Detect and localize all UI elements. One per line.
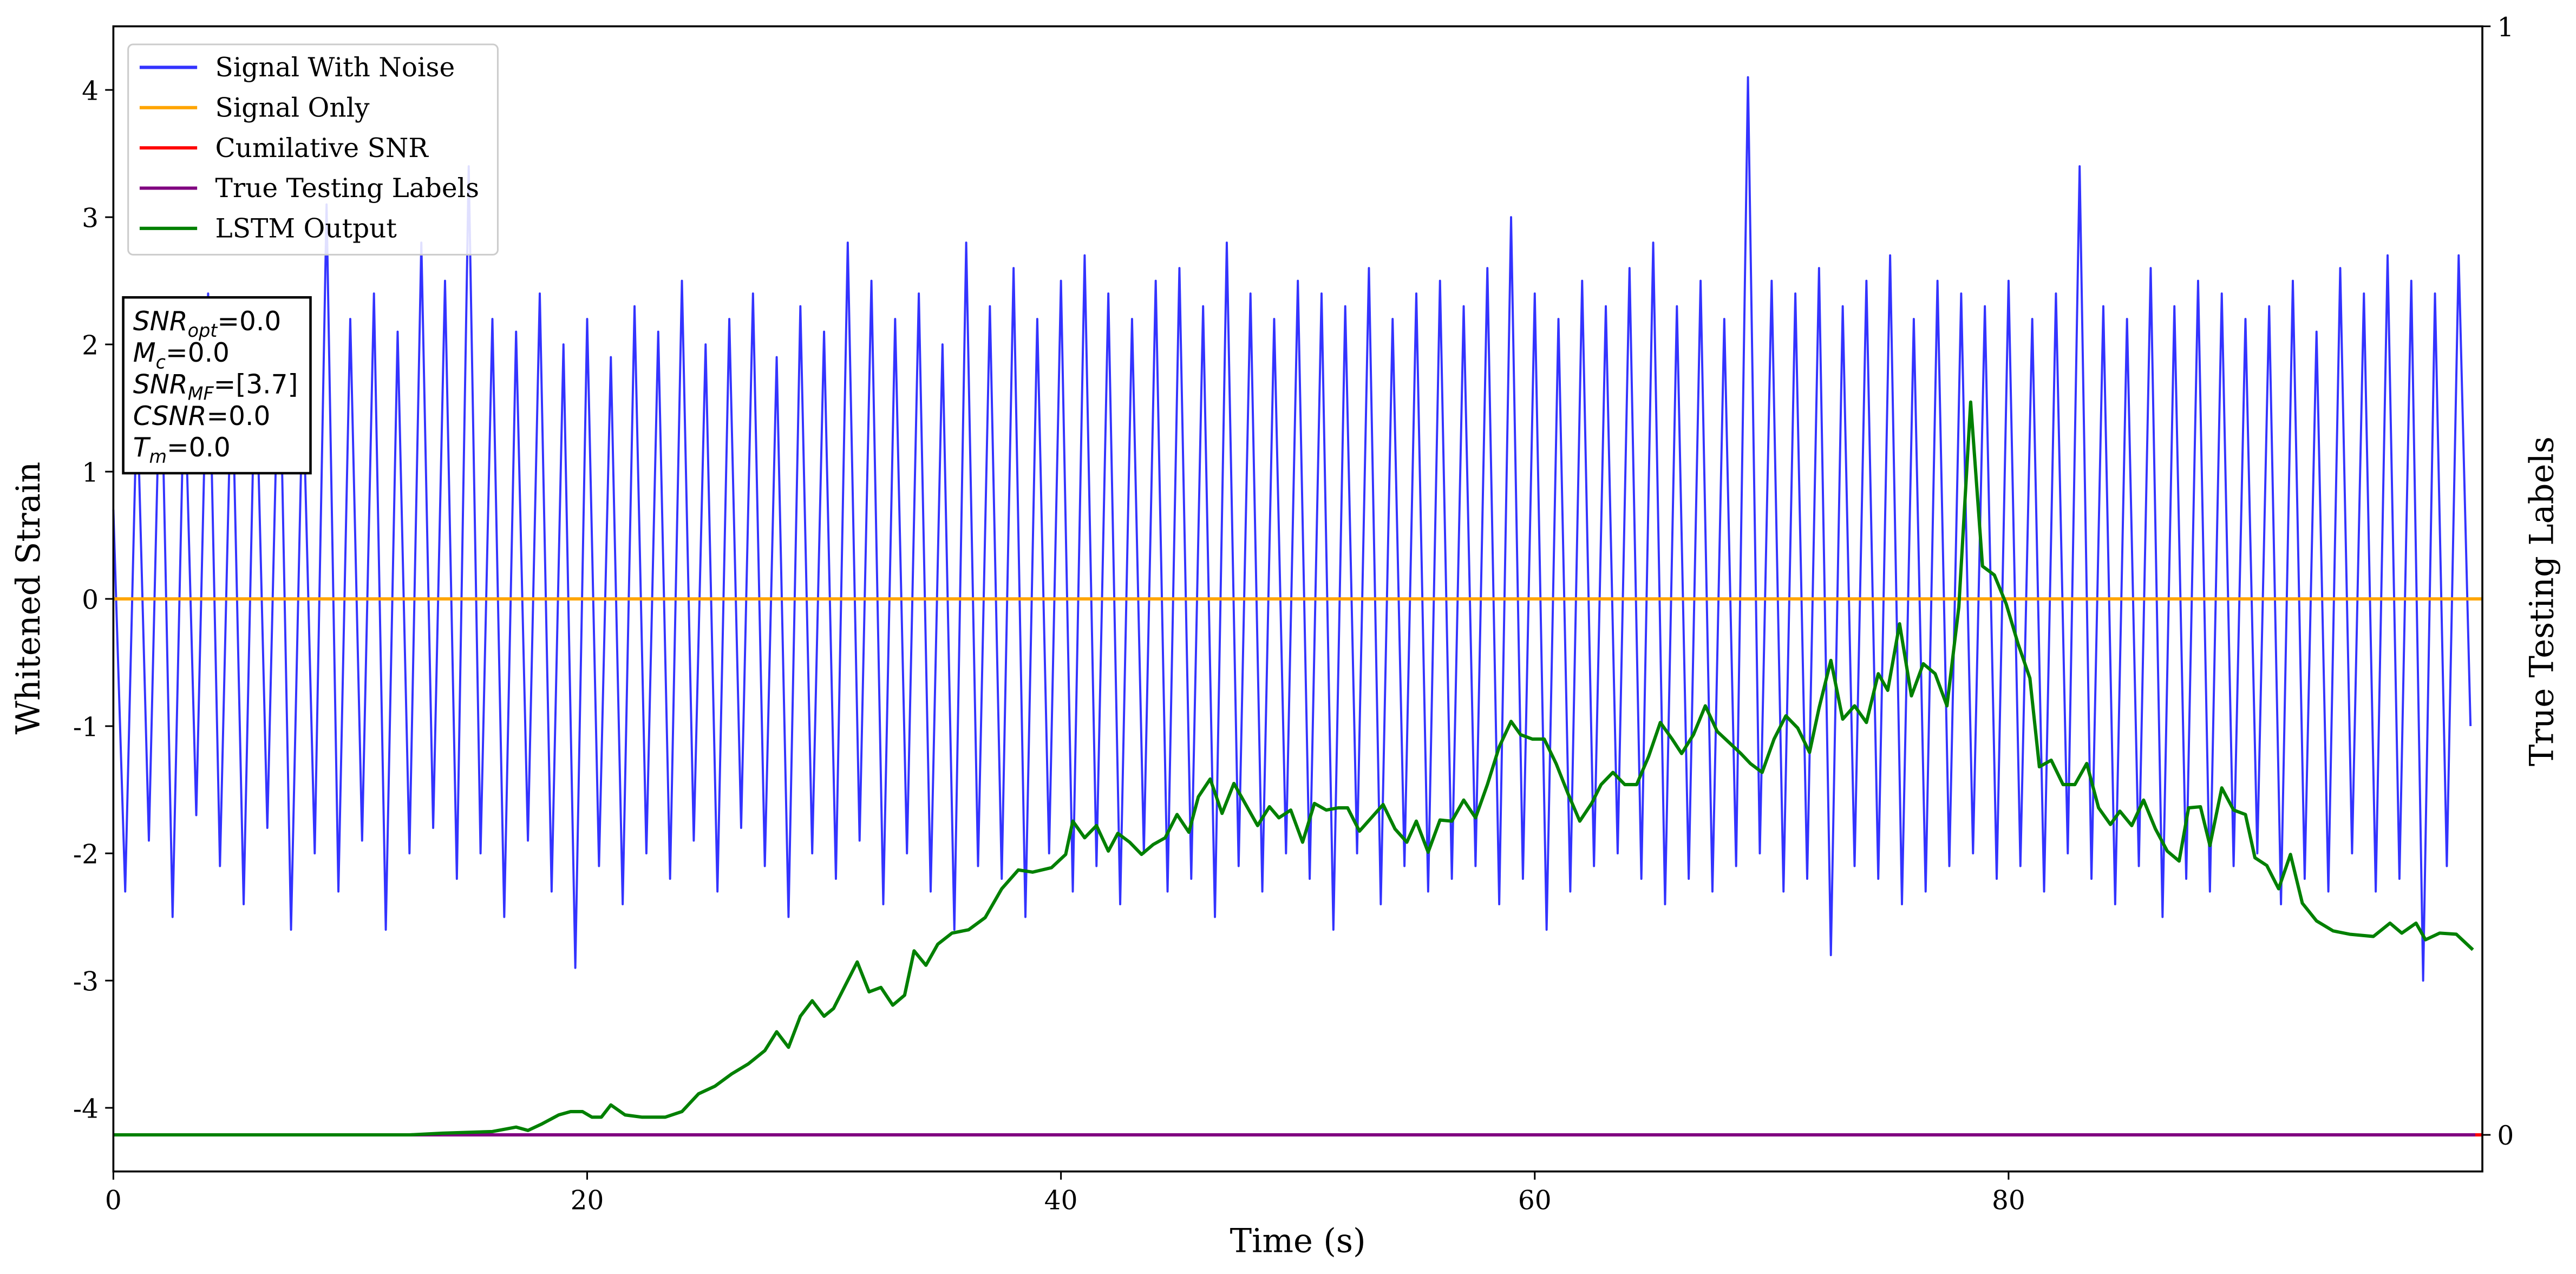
annotation-value: =0.0 [167, 433, 231, 463]
y-tick-label: 3 [82, 203, 99, 233]
x-axis-label: Time (s) [1230, 1222, 1366, 1260]
y-tick-label: -3 [73, 966, 99, 997]
x-tick-label: 0 [105, 1185, 122, 1216]
annotation-line: Mc=0.0 [133, 338, 230, 373]
legend-label: Signal With Noise [215, 53, 455, 83]
annotation-line: SNRopt=0.0 [133, 306, 281, 341]
annotation-line: CSNR=0.0 [133, 401, 271, 432]
y-axis-label: Whitened Strain [10, 462, 48, 735]
series-line [113, 400, 2474, 1137]
y-tick-label: -4 [73, 1094, 99, 1124]
annotation-value: =0.0 [217, 306, 281, 337]
y-tick-label: 0 [82, 585, 99, 615]
x-tick-label: 80 [1992, 1185, 2025, 1216]
annotation-symbol: CSNR [133, 401, 207, 432]
annotation-symbol: M [133, 338, 156, 368]
annotation-line: Tm=0.0 [133, 433, 231, 467]
plot-area [112, 76, 2483, 1137]
x-tick-label: 60 [1518, 1185, 1552, 1216]
legend-label: True Testing Labels [215, 173, 480, 204]
y-tick-label: 4 [82, 76, 99, 106]
y-tick-label: 1 [82, 458, 99, 488]
x-tick-label: 40 [1044, 1185, 1078, 1216]
annotation-value: =[3.7] [214, 369, 298, 400]
annotation-subscript: c [156, 351, 166, 373]
annotation-symbol: SNR [133, 369, 188, 400]
annotation-symbol: T [133, 433, 151, 463]
y-tick-label: -2 [73, 839, 99, 870]
annotation-value: =0.0 [166, 338, 230, 368]
annotation-subscript: opt [188, 320, 219, 341]
legend-label: Cumilative SNR [215, 133, 429, 164]
y2-tick-label: 0 [2497, 1121, 2514, 1151]
y-tick-label: 2 [82, 330, 99, 361]
legend-box [127, 43, 499, 256]
y2-tick-label: 1 [2497, 12, 2514, 43]
legend-label: Signal Only [215, 93, 370, 123]
annotation-subscript: MF [188, 383, 214, 404]
annotation-line: SNRMF=[3.7] [133, 369, 298, 404]
legend-label: LSTM Output [215, 214, 397, 244]
y-tick-label: -1 [73, 712, 99, 742]
annotation-value: =0.0 [206, 401, 270, 432]
x-tick-label: 20 [571, 1185, 604, 1216]
legend: Signal With Noise Signal Only Cumilative S… [127, 43, 499, 256]
series-line [112, 76, 2472, 982]
annotation-subscript: m [149, 446, 167, 467]
y2-axis-label: True Testing Labels [2523, 436, 2561, 766]
annotation: SNRopt=0.0Mc=0.0SNRMF=[3.7]CSNR=0.0Tm=0.… [122, 296, 312, 475]
annotation-symbol: SNR [133, 306, 188, 337]
annotation-box [122, 296, 312, 475]
